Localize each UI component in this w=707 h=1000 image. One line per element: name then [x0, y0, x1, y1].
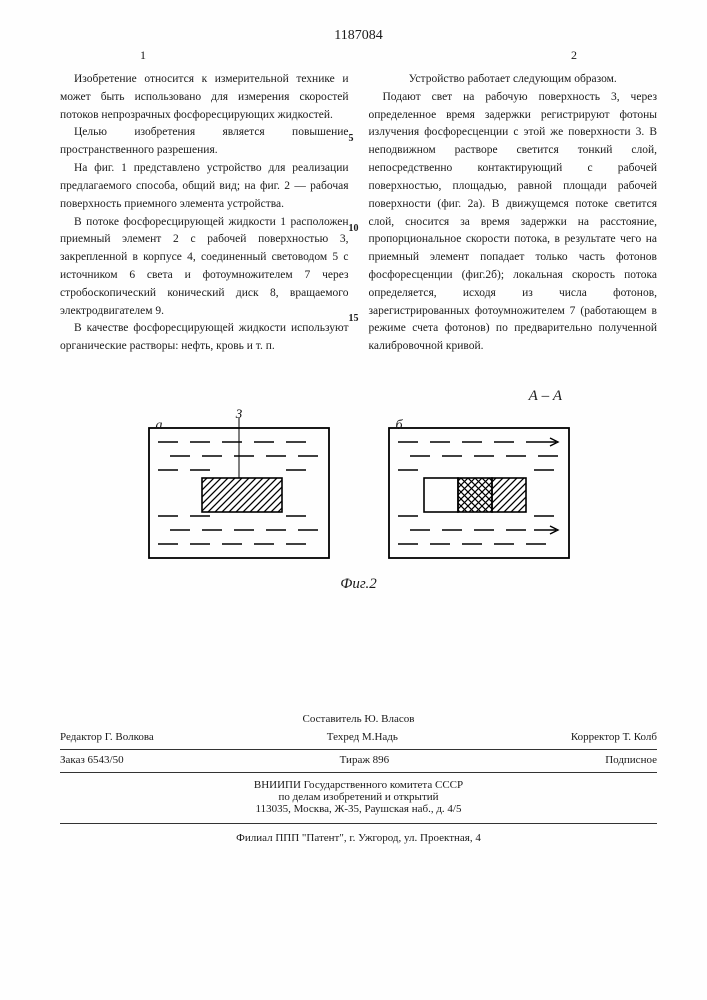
line-marker: 5 [349, 131, 354, 147]
figure-b-svg [384, 408, 574, 568]
paragraph: Подают свет на рабочую поверхность 3, че… [369, 89, 658, 356]
circulation-label: Тираж 896 [340, 754, 390, 766]
figure-a-svg: 3 [144, 408, 334, 568]
org-line-1: ВНИИПИ Государственного комитета СССР [60, 779, 657, 791]
line-marker: 15 [349, 311, 359, 327]
figure-a: а [144, 408, 334, 568]
paragraph: В качестве фосфоресцирующей жидкости исп… [60, 320, 349, 356]
org-address: 113035, Москва, Ж-35, Раушская наб., д. … [60, 803, 657, 815]
left-column: Изобретение относится к измерительной те… [60, 71, 349, 356]
section-label: А – А [529, 388, 562, 405]
paragraph: В потоке фосфоресцирующей жидкости 1 рас… [60, 214, 349, 321]
paragraph: На фиг. 1 представлено устройство для ре… [60, 160, 349, 213]
tech-label: Техред М.Надь [327, 731, 398, 743]
body-columns: 5 10 15 Изобретение относится к измерите… [60, 71, 657, 356]
patent-number: 1187084 [60, 28, 657, 44]
org-line-2: по делам изобретений и открытий [60, 791, 657, 803]
order-label: Заказ 6543/50 [60, 754, 124, 766]
callout-3: 3 [234, 408, 242, 421]
line-marker: 10 [349, 221, 359, 237]
col-right-number: 2 [571, 48, 577, 63]
corrector-label: Корректор Т. Колб [571, 731, 657, 743]
credits-block: Составитель Ю. Власов Редактор Г. Волков… [60, 713, 657, 844]
subfig-label-b: б [396, 418, 403, 434]
subfig-label-a: а [156, 418, 163, 434]
compiler-line: Составитель Ю. Власов [60, 713, 657, 727]
editor-label: Редактор Г. Волкова [60, 731, 154, 743]
figure-caption: Фиг.2 [60, 576, 657, 593]
figure-b: б [384, 408, 574, 568]
subscription-label: Подписное [605, 754, 657, 766]
figure-row: А – А а [60, 408, 657, 568]
paragraph: Устройство работает следующим образом. [369, 71, 658, 89]
paragraph: Целью изобретения является повышение про… [60, 124, 349, 160]
paragraph: Изобретение относится к измерительной те… [60, 71, 349, 124]
col-left-number: 1 [140, 48, 146, 63]
right-column: Устройство работает следующим образом. П… [369, 71, 658, 356]
branch-line: Филиал ППП "Патент", г. Ужгород, ул. Про… [60, 824, 657, 844]
